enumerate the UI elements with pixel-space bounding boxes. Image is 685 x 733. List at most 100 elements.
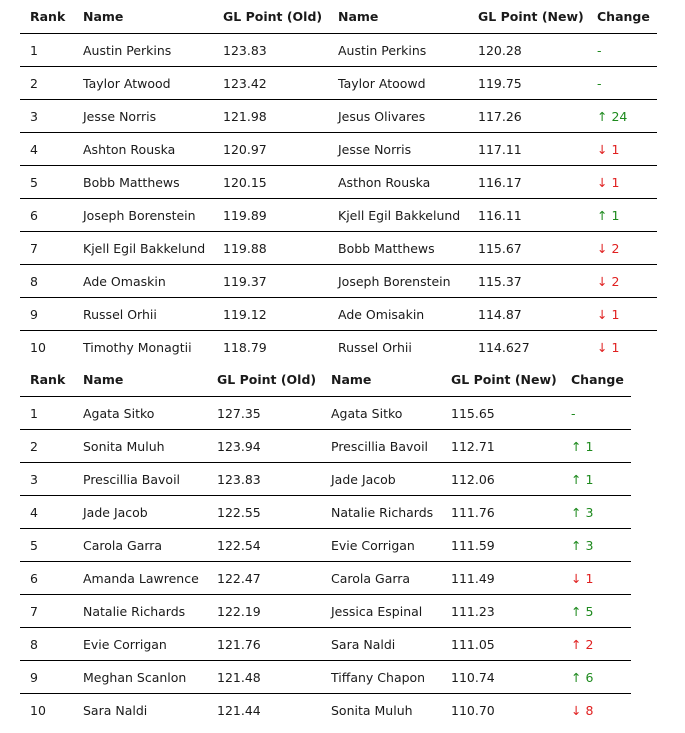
cell-name-new: Sara Naldi	[321, 627, 441, 661]
cell-gl-old: 119.12	[213, 297, 328, 331]
cell-change: ↓ 1	[587, 165, 657, 199]
cell-change: ↑ 1	[561, 462, 631, 496]
cell-name-old: Austin Perkins	[73, 33, 213, 67]
cell-gl-old: 123.83	[213, 33, 328, 67]
cell-gl-old: 122.54	[207, 528, 321, 562]
cell-rank: 2	[20, 429, 73, 463]
header-change: Change	[561, 363, 631, 397]
table-row: 10 Sara Naldi 121.44 Sonita Muluh 110.70 ↓ 8	[20, 694, 631, 727]
cell-gl-old: 123.83	[207, 462, 321, 496]
rankings-table-men: Rank Name GL Point (Old) Name GL Point (…	[20, 0, 657, 363]
cell-gl-new: 112.71	[441, 429, 561, 463]
cell-name-old: Sara Naldi	[83, 702, 148, 718]
table-header-row: Rank Name GL Point (Old) Name GL Point (…	[20, 0, 657, 34]
cell-change: ↓ 1	[597, 339, 620, 355]
cell-change: ↑ 3	[561, 528, 631, 562]
table-row: 9 Russel Orhii 119.12 Ade Omisakin 114.87 ↓ 1	[20, 297, 657, 331]
table-row: 8 Ade Omaskin 119.37 Joseph Borenstein 115.3…	[20, 264, 657, 298]
header-gl-old: GL Point (Old)	[207, 363, 321, 397]
rankings-table-women: Rank Name GL Point (Old) Name GL Point (…	[20, 363, 631, 726]
cell-gl-old: 122.47	[207, 561, 321, 595]
table-row: 2 Taylor Atwood 123.42 Taylor Atoowd 119.75-	[20, 66, 657, 100]
cell-gl-new: 111.05	[441, 627, 561, 661]
table-row: 5 Bobb Matthews 120.15 Asthon Rouska 116.17 ↓…	[20, 165, 657, 199]
header-change: Change	[587, 0, 657, 34]
cell-name-new: Jesse Norris	[328, 132, 468, 166]
header-name-old: Name	[73, 0, 213, 34]
cell-name-new: Prescillia Bavoil	[321, 429, 441, 463]
cell-gl-new: 117.11	[468, 132, 587, 166]
cell-name-old: Natalie Richards	[73, 594, 207, 628]
cell-name-old: Taylor Atwood	[73, 66, 213, 100]
cell-rank: 3	[20, 99, 73, 133]
cell-rank: 4	[20, 495, 73, 529]
cell-change: ↓ 1	[561, 561, 631, 595]
table-row: 1 Agata Sitko 127.35 Agata Sitko 115.65-	[20, 396, 631, 430]
cell-gl-new: 111.59	[441, 528, 561, 562]
table-row: 6 Joseph Borenstein 119.89 Kjell Egil Bakke…	[20, 198, 657, 232]
cell-rank: 8	[20, 264, 73, 298]
cell-name-new: Tiffany Chapon	[321, 660, 441, 694]
table-row: 2 Sonita Muluh 123.94 Prescillia Bavoil 112.…	[20, 429, 631, 463]
cell-change: ↑ 1	[561, 429, 631, 463]
cell-rank: 9	[20, 297, 73, 331]
cell-gl-new: 111.76	[441, 495, 561, 529]
cell-name-new: Bobb Matthews	[328, 231, 468, 265]
cell-gl-new: 112.06	[441, 462, 561, 496]
cell-gl-old: 123.94	[207, 429, 321, 463]
cell-name-old: Ade Omaskin	[73, 264, 213, 298]
cell-change: ↑ 5	[561, 594, 631, 628]
cell-name-new: Natalie Richards	[321, 495, 441, 529]
cell-rank: 1	[20, 396, 73, 430]
cell-rank: 6	[20, 561, 73, 595]
cell-rank: 8	[20, 627, 73, 661]
cell-name-old: Bobb Matthews	[73, 165, 213, 199]
cell-rank: 3	[20, 462, 73, 496]
cell-name-new: Jessica Espinal	[321, 594, 441, 628]
cell-rank: 5	[20, 528, 73, 562]
table-header-row: Rank Name GL Point (Old) Name GL Point (…	[20, 363, 631, 397]
cell-change: -	[561, 396, 631, 430]
cell-gl-old: 119.37	[213, 264, 328, 298]
cell-change: ↑ 24	[587, 99, 657, 133]
table-body: 1 Agata Sitko 127.35 Agata Sitko 115.65-2 Son…	[20, 396, 631, 727]
cell-change: ↓ 1	[587, 297, 657, 331]
header-gl-new: GL Point (New)	[468, 0, 587, 34]
cell-gl-old: 121.48	[207, 660, 321, 694]
cell-change: -	[587, 66, 657, 100]
cell-gl-new: 115.37	[468, 264, 587, 298]
cell-rank: 7	[20, 231, 73, 265]
cell-gl-old: 123.42	[213, 66, 328, 100]
cell-name-old: Amanda Lawrence	[73, 561, 207, 595]
cell-gl-new: 114.87	[468, 297, 587, 331]
table-row: 3 Jesse Norris 121.98 Jesus Olivares 117.26 ↑…	[20, 99, 657, 133]
cell-name-old: Ashton Rouska	[73, 132, 213, 166]
cell-gl-old: 119.89	[213, 198, 328, 232]
header-gl-new: GL Point (New)	[441, 363, 561, 397]
cell-gl-old: 119.88	[213, 231, 328, 265]
cell-gl-new: 111.49	[441, 561, 561, 595]
cell-name-new: Joseph Borenstein	[328, 264, 468, 298]
cell-name-new: Ade Omisakin	[328, 297, 468, 331]
table-row: 7 Kjell Egil Bakkelund 119.88 Bobb Matthews…	[20, 231, 657, 265]
cell-gl-new: 116.11	[468, 198, 587, 232]
table-row: 4 Ashton Rouska 120.97 Jesse Norris 117.11 ↓ …	[20, 132, 657, 166]
cell-gl-old: 121.98	[213, 99, 328, 133]
cell-gl-new: 119.75	[468, 66, 587, 100]
cell-gl-old: 118.79	[223, 339, 267, 355]
cell-name-new: Evie Corrigan	[321, 528, 441, 562]
cell-gl-new: 120.28	[468, 33, 587, 67]
cell-name-new: Kjell Egil Bakkelund	[328, 198, 468, 232]
cell-change: ↓ 2	[587, 231, 657, 265]
cell-rank: 10	[30, 339, 46, 355]
cell-name-new: Russel Orhii	[338, 339, 412, 355]
table-row: 4 Jade Jacob 122.55 Natalie Richards 111.76 ↑…	[20, 495, 631, 529]
table-row: 3 Prescillia Bavoil 123.83 Jade Jacob 112.06…	[20, 462, 631, 496]
cell-gl-old: 120.15	[213, 165, 328, 199]
cell-rank: 1	[20, 33, 73, 67]
cell-name-new: Carola Garra	[321, 561, 441, 595]
cell-name-old: Kjell Egil Bakkelund	[73, 231, 213, 265]
cell-name-new: Asthon Rouska	[328, 165, 468, 199]
cell-change: -	[587, 33, 657, 67]
cell-rank: 4	[20, 132, 73, 166]
